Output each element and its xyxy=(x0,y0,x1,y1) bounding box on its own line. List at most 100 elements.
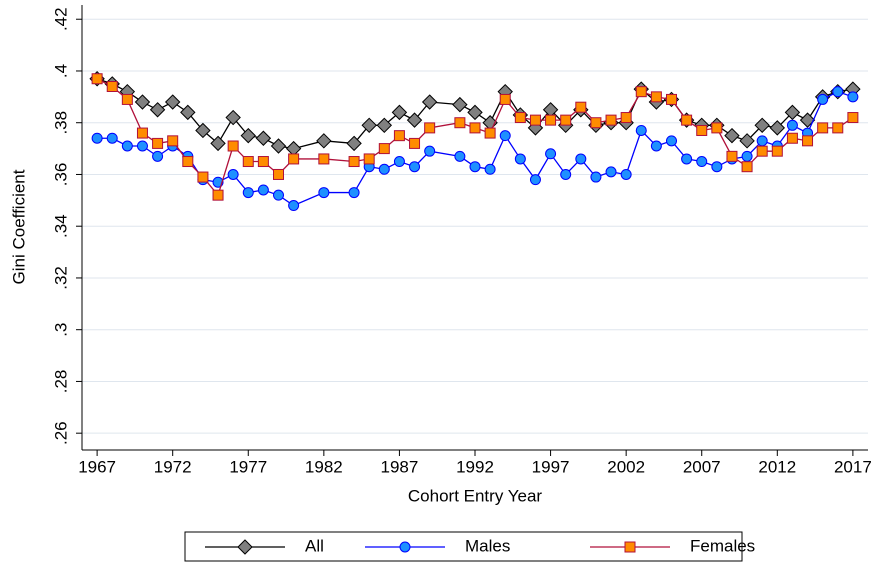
marker xyxy=(681,114,693,126)
marker xyxy=(650,140,662,152)
marker xyxy=(240,127,256,144)
marker xyxy=(802,135,814,147)
marker xyxy=(484,127,496,139)
x-tick-label: 1972 xyxy=(154,457,192,476)
marker xyxy=(454,150,466,162)
marker xyxy=(650,91,662,103)
marker xyxy=(514,112,526,124)
marker xyxy=(724,127,740,144)
marker xyxy=(620,112,632,124)
marker xyxy=(316,133,332,149)
marker xyxy=(212,176,224,188)
x-tick-label: 1967 xyxy=(78,457,116,476)
marker xyxy=(378,143,390,155)
marker xyxy=(421,94,438,110)
marker xyxy=(832,122,844,134)
marker xyxy=(756,145,768,157)
marker xyxy=(424,122,436,134)
marker xyxy=(393,130,405,142)
marker xyxy=(136,140,148,152)
y-tick-label: .42 xyxy=(51,7,70,31)
marker xyxy=(545,114,557,126)
marker xyxy=(180,104,196,121)
marker xyxy=(696,124,708,136)
legend-marker xyxy=(624,541,636,553)
marker xyxy=(545,148,557,160)
marker xyxy=(711,122,723,134)
marker xyxy=(529,114,541,126)
marker xyxy=(210,135,226,152)
marker xyxy=(696,156,708,168)
marker xyxy=(499,93,511,105)
marker xyxy=(711,161,723,173)
y-tick-label: .34 xyxy=(51,214,70,238)
marker xyxy=(378,163,390,175)
marker xyxy=(225,109,241,126)
marker xyxy=(469,122,481,134)
x-tick-label: 2007 xyxy=(683,457,721,476)
x-tick-label: 1987 xyxy=(381,457,419,476)
marker xyxy=(799,112,816,128)
marker xyxy=(560,114,572,126)
marker xyxy=(817,122,829,134)
marker xyxy=(467,104,483,121)
marker xyxy=(361,117,377,134)
marker xyxy=(318,153,330,165)
marker xyxy=(195,122,211,139)
marker xyxy=(346,135,362,152)
marker xyxy=(363,153,375,165)
x-tick-label: 1992 xyxy=(456,457,494,476)
marker xyxy=(255,130,272,146)
marker xyxy=(91,132,103,144)
marker xyxy=(121,140,133,152)
marker xyxy=(847,91,859,103)
y-tick-label: .32 xyxy=(51,266,70,290)
marker xyxy=(164,94,181,110)
legend-label: All xyxy=(305,536,324,555)
marker xyxy=(514,153,526,165)
x-tick-label: 1997 xyxy=(532,457,570,476)
marker xyxy=(182,156,194,168)
marker xyxy=(409,161,421,173)
marker xyxy=(212,189,224,201)
y-tick-label: .26 xyxy=(51,421,70,445)
marker xyxy=(167,135,179,147)
x-axis-title: Cohort Entry Year xyxy=(408,486,543,505)
marker xyxy=(288,153,300,165)
marker xyxy=(832,86,844,98)
marker xyxy=(784,104,801,121)
marker xyxy=(424,145,436,157)
marker xyxy=(134,94,151,110)
marker xyxy=(197,171,209,183)
marker xyxy=(376,117,393,134)
marker xyxy=(847,112,859,124)
marker xyxy=(817,93,829,105)
marker xyxy=(769,120,786,136)
marker xyxy=(741,150,753,162)
y-axis-title: Gini Coefficient xyxy=(9,169,28,284)
marker xyxy=(348,156,360,168)
marker xyxy=(152,137,164,149)
legend-marker xyxy=(237,539,253,555)
marker xyxy=(257,156,269,168)
marker xyxy=(270,138,287,154)
marker xyxy=(242,156,254,168)
marker xyxy=(739,133,755,149)
marker xyxy=(106,80,118,92)
marker xyxy=(635,124,647,136)
marker xyxy=(406,112,423,128)
marker xyxy=(754,117,770,134)
marker xyxy=(227,168,239,180)
marker xyxy=(393,156,405,168)
marker xyxy=(741,161,753,173)
marker xyxy=(529,174,541,186)
x-tick-label: 1982 xyxy=(305,457,343,476)
marker xyxy=(484,163,496,175)
y-tick-label: .28 xyxy=(51,370,70,394)
marker xyxy=(391,104,408,121)
marker xyxy=(499,130,511,142)
marker xyxy=(152,150,164,162)
marker xyxy=(575,101,587,113)
y-tick-label: .3 xyxy=(51,323,70,337)
y-tick-label: .36 xyxy=(51,163,70,187)
